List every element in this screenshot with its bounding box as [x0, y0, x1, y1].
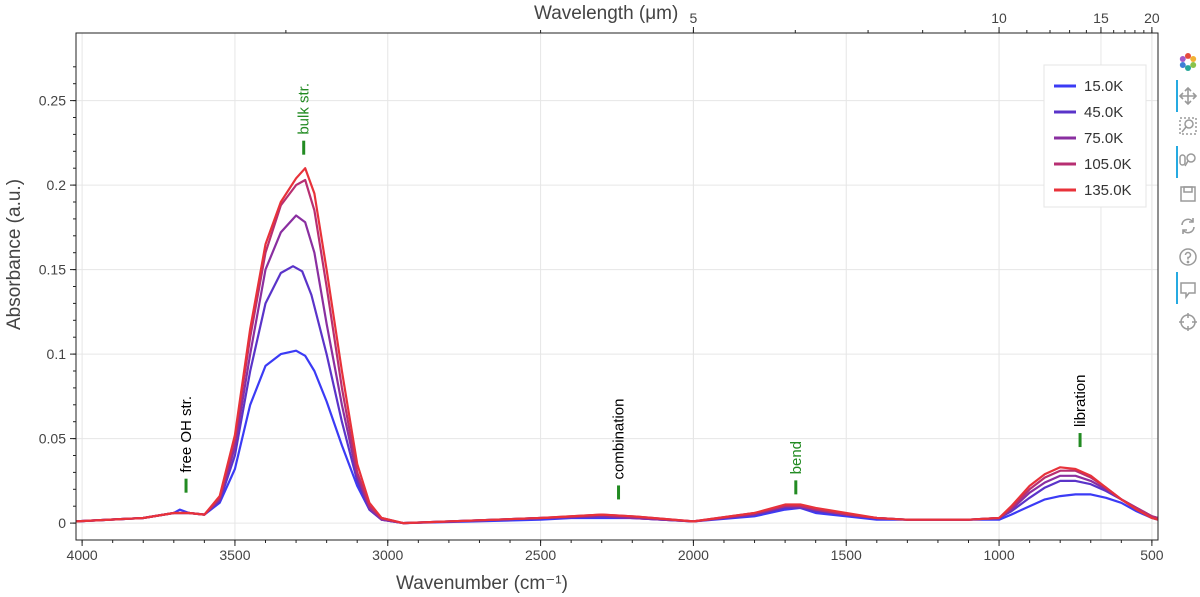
legend-item[interactable]: 135.0K: [1054, 182, 1132, 199]
x-tick-label: 500: [1140, 547, 1164, 563]
inspect-active-indicator: [1176, 272, 1178, 304]
annotation-label: free OH str.: [178, 396, 195, 473]
grid: [76, 33, 1158, 540]
x2-axis-label: Wavelength (μm): [534, 3, 678, 24]
zoom-active-indicator: [1176, 146, 1178, 178]
y-axis-label: Absorbance (a.u.): [4, 179, 25, 330]
x2-tick-label: 20: [1144, 10, 1160, 26]
y-tick-label: 0.25: [39, 93, 66, 109]
x2-tick-label: 10: [991, 10, 1007, 26]
axes: 0 0.05 0.1 0.15 0.2 0.25 4000 3500 3000 2500 2000 1…: [39, 10, 1164, 563]
annotation-label: bend: [788, 441, 805, 474]
legend-box: [1043, 64, 1147, 208]
y-tick-label: 0.2: [47, 177, 67, 193]
bokeh-logo-icon[interactable]: [1178, 52, 1198, 72]
annotation-label: libration: [1072, 375, 1089, 428]
x-tick-label: 3000: [372, 547, 403, 563]
x-tick-label: 1000: [983, 547, 1014, 563]
reset-icon[interactable]: [1178, 216, 1198, 236]
box-zoom-icon[interactable]: [1178, 116, 1198, 136]
legend-label: 105.0K: [1084, 156, 1132, 173]
annotation-label: bulk str.: [296, 83, 313, 135]
x-tick-label: 2000: [678, 547, 709, 563]
legend-label: 75.0K: [1084, 130, 1123, 147]
series-line-45.0K: [75, 265, 1159, 525]
legend-item[interactable]: 45.0K: [1054, 104, 1123, 121]
series-line-15.0K: [75, 349, 1159, 525]
y-tick-label: 0.1: [47, 346, 67, 362]
legend-item[interactable]: 75.0K: [1054, 130, 1123, 147]
legend-label: 135.0K: [1084, 182, 1132, 199]
y-tick-label: 0.05: [39, 431, 66, 447]
crosshair-icon[interactable]: [1178, 312, 1198, 332]
legend-item[interactable]: 15.0K: [1054, 78, 1123, 95]
hover-icon[interactable]: [1178, 280, 1198, 300]
legend-item[interactable]: 105.0K: [1054, 156, 1132, 173]
x2-tick-label: 15: [1093, 10, 1109, 26]
legend[interactable]: 15.0K 45.0K 75.0K 105.0K 135.0K: [1043, 64, 1147, 208]
x-tick-label: 3500: [219, 547, 250, 563]
series-line-75.0K: [75, 214, 1159, 525]
y-tick-label: 0.15: [39, 262, 66, 278]
series-layer: [75, 167, 1159, 525]
x2-tick-label: 5: [690, 10, 698, 26]
legend-label: 45.0K: [1084, 104, 1123, 121]
pan-active-indicator: [1176, 80, 1178, 112]
save-icon[interactable]: [1178, 184, 1198, 204]
legend-label: 15.0K: [1084, 78, 1123, 95]
help-icon[interactable]: [1178, 247, 1198, 267]
x-axis-label: Wavenumber (cm⁻¹): [396, 573, 568, 594]
wheel-zoom-icon[interactable]: [1178, 150, 1198, 170]
annotation-label: combination: [611, 399, 628, 480]
series-line-135.0K: [75, 167, 1159, 525]
pan-icon[interactable]: [1178, 86, 1198, 106]
annotations: free OH str. bulk str. combination bend libr…: [178, 83, 1089, 500]
x-tick-label: 2500: [525, 547, 556, 563]
chart-canvas[interactable]: free OH str. bulk str. combination bend libr…: [0, 0, 1170, 597]
x-tick-label: 4000: [67, 547, 98, 563]
x-tick-label: 1500: [831, 547, 862, 563]
y-tick-label: 0: [58, 515, 66, 531]
toolbar: [1170, 50, 1200, 340]
